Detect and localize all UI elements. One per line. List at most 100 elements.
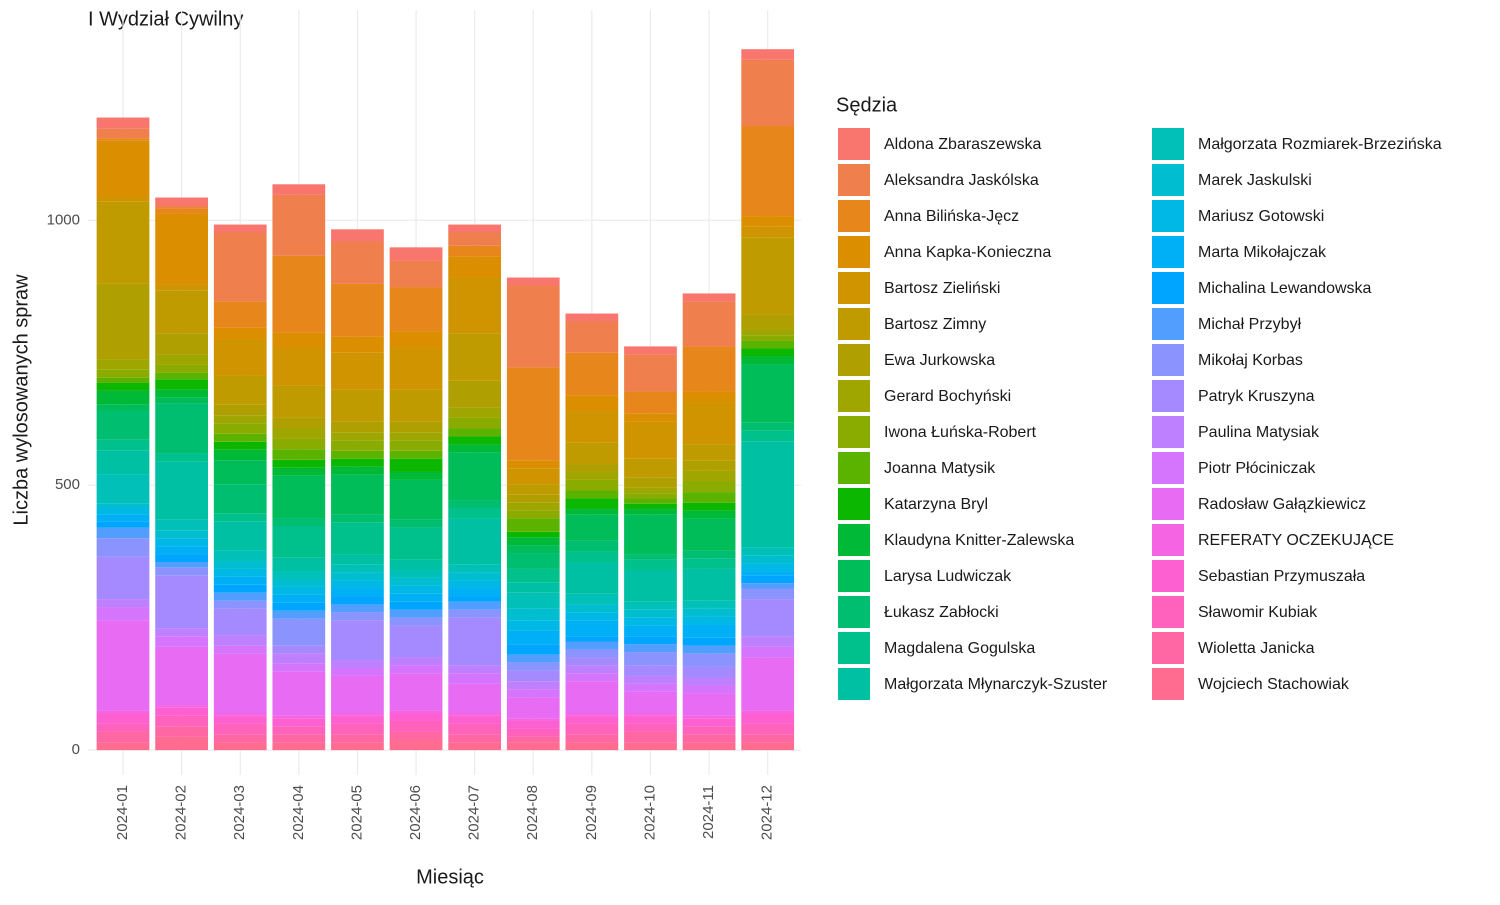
bar-segment [96, 503, 150, 509]
bar-segment [741, 555, 795, 564]
bar-segment [272, 645, 326, 654]
bar-segment [506, 537, 560, 546]
bar-segment [213, 433, 267, 442]
bar-segment [506, 468, 560, 485]
bar-segment [213, 550, 267, 561]
bar-segment [682, 742, 736, 751]
bar-segment [96, 710, 150, 714]
legend-key [838, 416, 870, 448]
bar-segment [448, 588, 502, 597]
legend-label: Gerard Bochyński [884, 388, 1011, 405]
bar-segment [565, 442, 619, 465]
legend-key [838, 488, 870, 520]
legend-label: Bartosz Zimny [884, 316, 986, 333]
bar-segment [389, 527, 443, 560]
bar-segment [448, 596, 502, 602]
legend-label: Katarzyna Bryl [884, 496, 988, 513]
bar-segment [682, 301, 736, 347]
bar-segment [213, 327, 267, 339]
bar-segment [565, 713, 619, 716]
bar-segment [155, 284, 208, 291]
bar-segment [741, 636, 795, 647]
bar-segment [565, 612, 619, 621]
bar-segment [506, 630, 560, 645]
bar-segment [741, 216, 795, 227]
bar-segment [272, 715, 326, 719]
legend-label: Marek Jaskulski [1198, 172, 1312, 189]
bar-segment [96, 556, 150, 600]
bar-segment [331, 554, 384, 565]
bar-segment [272, 742, 326, 751]
bar-segment [155, 205, 208, 209]
bar-segment [624, 665, 677, 676]
legend-key [838, 668, 870, 700]
bar-segment [624, 713, 677, 716]
bar-segment [741, 237, 795, 315]
bar-segment [389, 585, 443, 594]
bar-segment [96, 117, 150, 129]
bar-segment [389, 593, 443, 602]
bar-segment [389, 247, 443, 261]
bar-segment [155, 372, 208, 380]
bar-segment [448, 417, 502, 429]
bar-segment [624, 652, 677, 666]
bar-segment [624, 458, 677, 478]
bar-segment [506, 545, 560, 554]
bar-segment [448, 380, 502, 408]
bar-segment [272, 194, 326, 256]
bar-segment [565, 479, 619, 491]
bar-segment [331, 389, 384, 422]
bar-segment [506, 553, 560, 569]
bar-segment [741, 710, 795, 714]
bar-segment [506, 608, 560, 621]
bar-segment [448, 428, 502, 437]
bar-segment [682, 550, 736, 559]
bar-segment [682, 293, 736, 302]
bar-segment [682, 608, 736, 617]
bar-segment [741, 742, 795, 751]
bar-segment [741, 49, 795, 60]
legend-key [1152, 632, 1184, 664]
bar-segment [506, 568, 560, 583]
bar-segment [213, 513, 267, 522]
bar-segment [448, 683, 502, 714]
bar-segment [213, 460, 267, 485]
bar-segment [272, 184, 326, 195]
bar-segment [155, 736, 208, 751]
bar-segment [448, 715, 502, 724]
legend-key [1152, 308, 1184, 340]
legend-key [1152, 416, 1184, 448]
bar-segment [624, 742, 677, 751]
bar-segment [506, 518, 560, 532]
bar-segment [389, 720, 443, 732]
bar-segment [155, 530, 208, 539]
bar-segment [331, 675, 384, 714]
bar-segment [624, 601, 677, 610]
bar-segment [272, 671, 326, 716]
bar-segment [624, 723, 677, 732]
bar-segment [272, 459, 326, 468]
bar-segment [155, 546, 208, 555]
x-tick-label: 2024-04 [290, 785, 307, 840]
bar-segment [389, 287, 443, 332]
legend-key [1152, 668, 1184, 700]
bar-segment [155, 461, 208, 520]
bar-segment [155, 290, 208, 334]
bar-segment [506, 728, 560, 737]
bar-segment [155, 705, 208, 708]
bar-segment [624, 391, 677, 414]
bar-segment [682, 624, 736, 638]
x-tick-label: 2024-08 [524, 785, 541, 840]
bar-segment [96, 474, 150, 504]
bar-segment [272, 557, 326, 572]
bar-segment [506, 654, 560, 663]
x-tick-label: 2024-11 [700, 785, 717, 839]
legend-label: Mariusz Gotowski [1198, 208, 1324, 225]
bar-segment [448, 500, 502, 508]
bar-segment [331, 458, 384, 467]
bar-segment [448, 444, 502, 453]
legend-label: Małgorzata Młynarczyk-Szuster [884, 676, 1108, 693]
bar-segment [565, 636, 619, 642]
bar-segment [448, 245, 502, 257]
bar-segment [331, 421, 384, 433]
